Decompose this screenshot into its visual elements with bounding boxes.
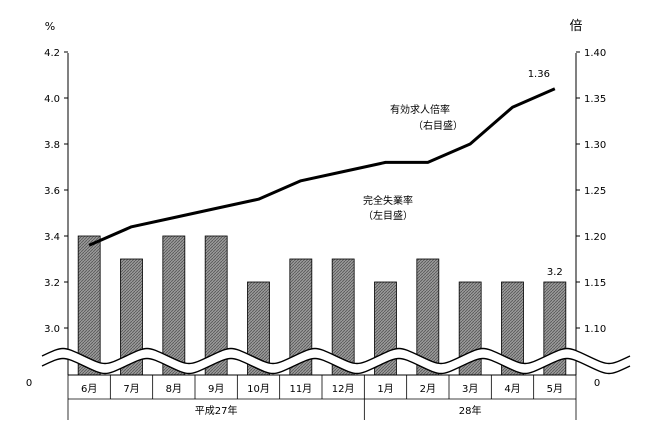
right-tick-label: 1.40 xyxy=(584,48,606,59)
right-break-zero-label: 0 xyxy=(594,378,600,389)
line-series-sub: （右目盛） xyxy=(413,119,463,132)
line-series-name: 有効求人倍率 xyxy=(390,103,450,116)
left-axis-unit: % xyxy=(45,20,55,33)
right-tick-label: 1.30 xyxy=(584,140,606,151)
x-tick-label: 5月 xyxy=(547,383,563,395)
x-tick-label: 3月 xyxy=(462,383,478,395)
x-tick-label: 11月 xyxy=(289,383,312,395)
line-series-path xyxy=(88,87,556,247)
x-tick-label: 6月 xyxy=(81,383,97,395)
right-tick-label: 1.15 xyxy=(584,278,606,289)
bar xyxy=(162,235,186,376)
right-tick-label: 1.10 xyxy=(584,324,606,335)
bar-series-sub: （左目盛） xyxy=(363,209,413,222)
right-tick-label: 1.25 xyxy=(584,186,606,197)
x-tick-label: 8月 xyxy=(166,383,182,395)
right-tick-label: 1.35 xyxy=(584,94,606,105)
x-tick-label: 12月 xyxy=(332,383,355,395)
left-tick-label: 3.8 xyxy=(44,140,60,151)
x-tick-label: 7月 xyxy=(123,383,139,395)
x-tick-label: 1月 xyxy=(377,383,393,395)
axes xyxy=(64,51,580,375)
left-tick-label: 3.2 xyxy=(44,278,60,289)
axis-break xyxy=(41,347,631,375)
tick-labels: 3.0 3.2 3.4 3.6 3.8 4.0 4.2 1.10 1.15 1.20 1.25 1.3… xyxy=(44,48,606,335)
line-data-label: 1.36 xyxy=(528,69,550,80)
x-tick-label: 4月 xyxy=(504,383,520,395)
axis-break-band xyxy=(42,348,630,374)
x-tick-label: 2月 xyxy=(420,383,436,395)
year-group-label: 28年 xyxy=(459,404,482,417)
left-break-zero-label: 0 xyxy=(26,378,32,389)
left-tick-label: 3.4 xyxy=(44,232,60,243)
right-axis-unit: 倍 xyxy=(569,19,582,34)
axis-break-line-upper xyxy=(41,347,631,365)
x-tick-label: 10月 xyxy=(247,383,270,395)
bar-data-label: 3.2 xyxy=(547,267,563,278)
left-tick-label: 3.0 xyxy=(44,324,60,335)
x-tick-label: 9月 xyxy=(208,383,224,395)
bar-series-name: 完全失業率 xyxy=(363,194,413,207)
line-series xyxy=(88,87,556,247)
year-group-label: 平成27年 xyxy=(195,404,238,417)
axis-break-line-lower xyxy=(41,357,631,375)
left-tick-label: 4.0 xyxy=(44,94,60,105)
left-tick-label: 4.2 xyxy=(44,48,60,59)
right-tick-label: 1.20 xyxy=(584,232,606,243)
left-tick-label: 3.6 xyxy=(44,186,60,197)
